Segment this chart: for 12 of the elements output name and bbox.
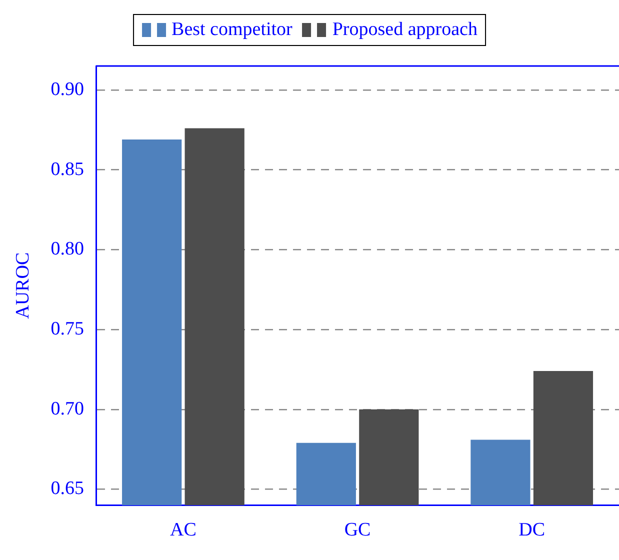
y-axis-title: AUROC [12,252,34,319]
x-tick-label: GC [344,520,371,541]
y-tick-label: 0.65 [50,478,84,500]
y-tick-label: 0.90 [50,78,84,100]
y-tick-label: 0.75 [50,318,84,340]
legend-label: Best competitor [172,19,292,41]
y-tick-label: 0.85 [50,158,84,180]
legend-label: Proposed approach [332,19,478,41]
y-tick-label: 0.80 [50,238,84,260]
x-tick-label: AC [170,520,196,541]
y-tick-label: 0.70 [50,398,84,420]
x-tick-label: DC [518,520,546,541]
